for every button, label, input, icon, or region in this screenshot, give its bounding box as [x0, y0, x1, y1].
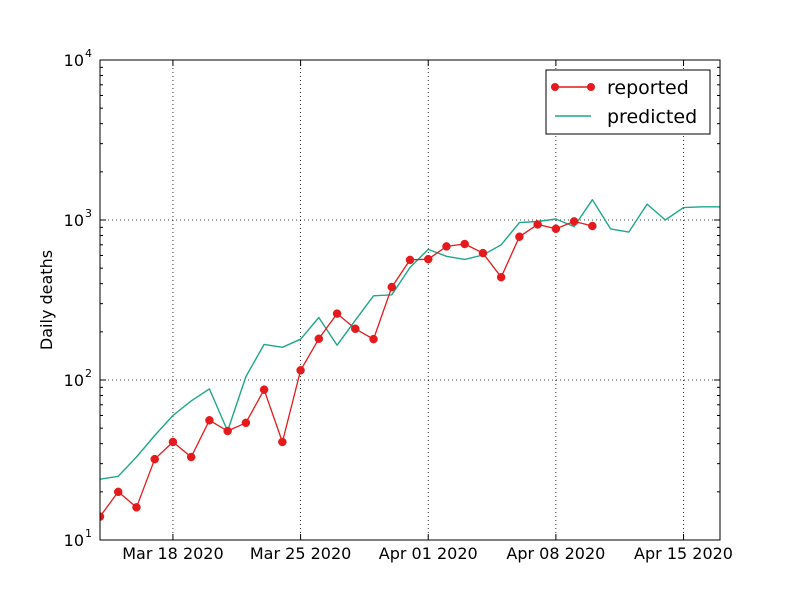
y-tick-label-base: 10: [64, 531, 84, 550]
data-point-reported: [423, 254, 433, 264]
legend-label-predicted: predicted: [607, 106, 697, 128]
y-tick-label: 10 4: [64, 47, 92, 70]
data-point-reported: [460, 239, 469, 249]
legend: reported predicted: [545, 69, 711, 135]
data-point-reported: [205, 416, 214, 425]
x-tick-label: Mar 25 2020: [250, 544, 351, 563]
data-point-reported: [113, 487, 123, 497]
y-tick-label-exponent: 1: [85, 527, 92, 540]
legend-box: [545, 69, 711, 135]
data-point-reported: [259, 385, 269, 394]
series: [100, 198, 720, 521]
y-tick-label-base: 10: [64, 211, 84, 230]
data-point-reported: [588, 221, 597, 231]
data-point-reported: [569, 217, 579, 226]
x-tick-label: Mar 18 2020: [122, 544, 223, 563]
y-axis-label: Daily deaths: [37, 250, 56, 350]
legend-marker-reported: [587, 83, 595, 91]
data-point-reported: [496, 272, 506, 282]
y-tick-label: 10 3: [64, 207, 92, 230]
data-point-reported: [314, 334, 324, 344]
data-point-reported: [533, 220, 542, 229]
data-point-reported: [351, 324, 360, 334]
data-point-reported: [241, 418, 251, 428]
data-point-reported: [100, 512, 105, 521]
data-point-reported: [223, 426, 232, 436]
plot-frame: [99, 59, 721, 541]
data-point-reported: [442, 242, 451, 251]
x-tick-label: Apr 01 2020: [379, 544, 478, 563]
y-tick-label-exponent: 4: [85, 47, 92, 60]
data-point-reported: [387, 282, 397, 292]
data-point-reported: [186, 452, 196, 462]
y-tick-label-exponent: 2: [85, 367, 92, 380]
x-tick-label: Apr 08 2020: [506, 544, 605, 563]
series-line-reported: [100, 220, 593, 517]
data-point-reported: [551, 224, 561, 234]
data-point-reported: [478, 248, 488, 258]
data-point-reported: [168, 437, 178, 447]
series-line-predicted: [100, 198, 720, 480]
data-point-reported: [150, 454, 159, 464]
y-tick-label-base: 10: [64, 371, 84, 390]
data-point-reported: [405, 255, 415, 265]
data-point-reported: [369, 334, 378, 344]
y-tick-label-exponent: 3: [85, 207, 92, 220]
data-point-reported: [278, 437, 287, 447]
data-point-reported: [296, 366, 305, 375]
legend-marker-reported: [551, 83, 559, 91]
y-tick-label-base: 10: [64, 51, 84, 70]
x-tick-label: Apr 15 2020: [634, 544, 733, 563]
data-point-reported: [515, 232, 524, 241]
y-tick-label: 10 2: [64, 367, 92, 390]
tick-labels: Mar 18 2020 Mar 25 2020 Apr 01 2020 Apr 08 …: [64, 47, 733, 563]
y-tick-label: 10 1: [64, 527, 92, 550]
data-point-reported: [332, 309, 342, 318]
data-point-reported: [132, 503, 141, 512]
legend-label-reported: reported: [607, 77, 689, 99]
